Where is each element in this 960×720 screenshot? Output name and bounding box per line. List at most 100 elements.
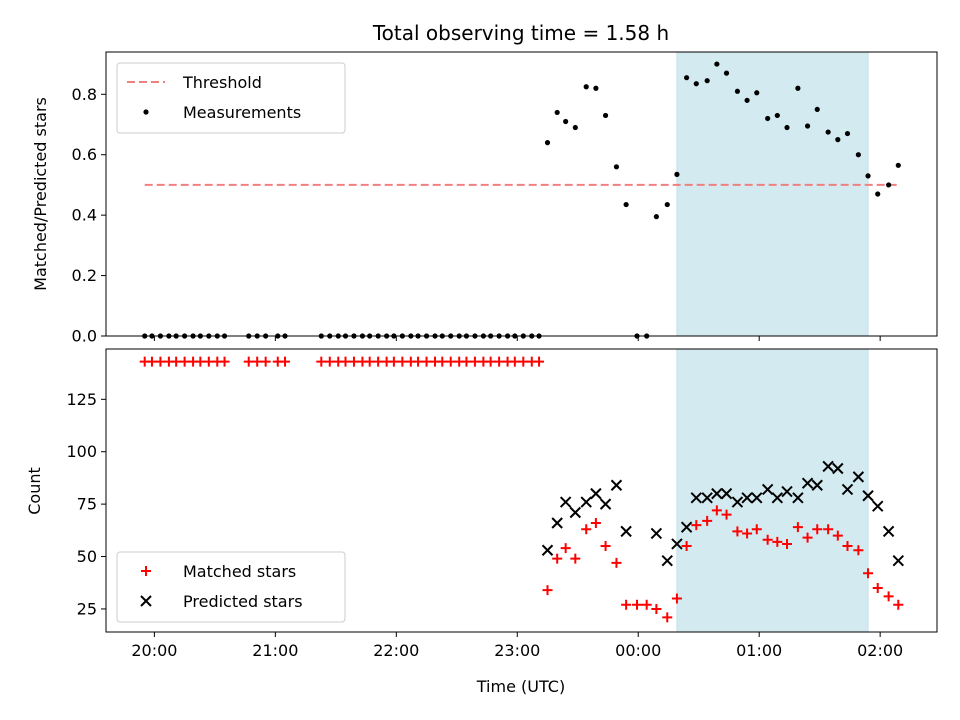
data-point [581, 524, 592, 535]
y-tick-label: 125 [66, 390, 97, 409]
y-tick-label: 0.0 [72, 327, 97, 346]
data-point [664, 201, 670, 208]
data-point [862, 490, 874, 502]
data-point [541, 544, 554, 556]
data-point [804, 123, 811, 129]
data-point [461, 356, 472, 367]
data-point [260, 356, 271, 367]
y-tick-label: 25 [77, 599, 97, 618]
data-point [801, 477, 814, 489]
data-point [518, 356, 529, 367]
data-point [146, 356, 157, 367]
data-point [534, 356, 545, 367]
data-point [554, 109, 560, 116]
data-point [772, 536, 783, 547]
data-point [883, 591, 894, 602]
data-point [421, 356, 432, 367]
data-point [620, 525, 632, 538]
data-point [841, 483, 854, 496]
data-point [751, 524, 762, 535]
data-point [782, 538, 793, 549]
data-point [641, 599, 652, 610]
data-point [761, 483, 774, 496]
data-point [621, 599, 632, 610]
data-point [701, 492, 713, 504]
data-point [580, 496, 592, 508]
y-axis-label-top: Matched/Predicted stars [31, 97, 50, 291]
data-point [179, 356, 190, 367]
x-tick-label: 20:00 [131, 641, 177, 660]
data-point [795, 85, 801, 91]
axes-frame [105, 51, 938, 337]
x-axis-label: Time (UTC) [476, 677, 565, 696]
legend-marker [141, 566, 151, 576]
data-point [590, 517, 601, 528]
data-point [853, 545, 864, 556]
data-point [684, 75, 690, 81]
data-point [691, 520, 702, 531]
y-tick-label: 0.4 [72, 206, 97, 225]
panel-bottom: 25 50 75 100 125 20:00 21:00 22:00 23:00 00:00 01:… [66, 348, 938, 660]
data-point [693, 81, 699, 87]
data-point [792, 492, 804, 504]
legend-label: Matched stars [183, 562, 296, 581]
y-tick-label: 0.6 [72, 145, 97, 164]
x-tick-label: 01:00 [736, 641, 782, 660]
data-point [572, 124, 578, 131]
data-point [811, 479, 823, 491]
data-point [835, 137, 841, 143]
data-point [832, 530, 843, 541]
panel-top: 0.0 0.2 0.4 0.6 0.8 Threshold Measurements [72, 51, 938, 346]
data-point [792, 522, 803, 533]
legend-box [116, 551, 346, 623]
data-point [680, 521, 693, 533]
data-point [280, 356, 291, 367]
data-point [544, 140, 551, 146]
data-point [219, 356, 230, 367]
data-point [590, 487, 602, 500]
data-point [611, 557, 622, 568]
data-point [721, 509, 732, 520]
legend-label: Threshold [182, 73, 262, 92]
data-point [469, 356, 480, 367]
data-point [316, 356, 327, 367]
data-point [711, 505, 722, 516]
data-point [855, 152, 861, 158]
legend-label: Predicted stars [183, 592, 303, 611]
data-point [765, 115, 771, 122]
data-point [373, 356, 384, 367]
data-point [720, 487, 733, 500]
data-point [599, 498, 612, 510]
data-point [632, 599, 643, 610]
data-point [744, 97, 750, 103]
y-tick-label: 100 [66, 442, 97, 461]
data-point [593, 85, 599, 91]
data-point [754, 90, 760, 96]
data-point [661, 555, 673, 567]
data-point [762, 534, 773, 545]
x-tick-label: 22:00 [373, 641, 419, 660]
data-point [203, 356, 214, 367]
data-point [784, 124, 790, 131]
data-point [771, 492, 784, 504]
data-point [494, 356, 505, 367]
data-point [865, 173, 871, 179]
data-point [559, 496, 572, 508]
data-point [397, 356, 408, 367]
data-point [702, 515, 713, 526]
y-tick-label: 50 [77, 547, 97, 566]
data-point [714, 61, 720, 67]
data-point [569, 506, 582, 519]
data-point [671, 538, 683, 550]
data-point [651, 603, 662, 614]
data-point [364, 356, 375, 367]
data-point [485, 356, 496, 367]
data-point [832, 462, 844, 475]
x-tick-label: 23:00 [494, 641, 540, 660]
data-point [741, 492, 753, 504]
y-tick-label: 75 [77, 495, 97, 514]
axes-frame [105, 348, 938, 633]
data-point [445, 356, 456, 367]
data-point [602, 112, 609, 119]
